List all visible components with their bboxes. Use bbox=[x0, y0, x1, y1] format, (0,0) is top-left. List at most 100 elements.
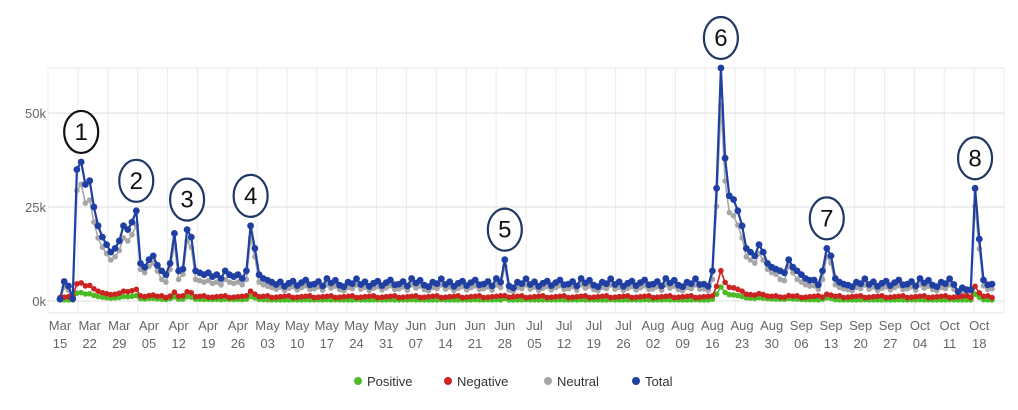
data-point-positive bbox=[370, 297, 377, 303]
data-point-negative bbox=[879, 293, 885, 299]
callout-number: 7 bbox=[820, 205, 833, 232]
data-point-neutral bbox=[434, 285, 440, 292]
data-point-negative bbox=[154, 293, 161, 300]
data-point-positive bbox=[95, 293, 101, 300]
data-point-negative bbox=[908, 294, 915, 301]
data-point-neutral bbox=[349, 285, 356, 292]
data-point-neutral bbox=[192, 276, 199, 283]
x-tick-label: Jun 14 bbox=[435, 318, 456, 351]
data-point-positive bbox=[82, 291, 89, 297]
x-tick-label: Jul 05 bbox=[526, 318, 543, 351]
data-point-negative bbox=[201, 293, 207, 299]
x-tick-label: May 31 bbox=[374, 318, 399, 351]
data-point-negative bbox=[773, 293, 779, 299]
data-point-total bbox=[86, 177, 94, 185]
data-point-positive bbox=[879, 297, 885, 303]
data-point-negative bbox=[667, 293, 673, 299]
data-point-total bbox=[404, 282, 411, 290]
data-point-neutral bbox=[180, 271, 186, 278]
data-point-positive bbox=[247, 293, 254, 300]
data-point-total bbox=[374, 277, 382, 285]
x-tick-label: May 10 bbox=[285, 318, 310, 351]
data-point-negative bbox=[815, 293, 822, 299]
data-point-positive bbox=[133, 292, 140, 299]
data-point-negative bbox=[281, 293, 288, 300]
x-tick-label: Oct 11 bbox=[940, 318, 961, 351]
data-point-negative bbox=[112, 291, 118, 298]
data-point-negative bbox=[569, 294, 576, 301]
legend-marker bbox=[444, 377, 452, 385]
data-point-negative bbox=[226, 294, 233, 301]
data-point-negative bbox=[802, 294, 809, 301]
data-point-total bbox=[111, 245, 119, 252]
data-point-negative bbox=[485, 294, 491, 301]
data-point-total bbox=[980, 276, 987, 284]
data-point-negative bbox=[612, 294, 618, 301]
data-point-total bbox=[823, 245, 831, 252]
data-point-negative bbox=[709, 293, 716, 299]
legend-item-positive: Positive bbox=[354, 374, 413, 389]
data-point-total bbox=[90, 203, 98, 211]
data-point-negative bbox=[264, 293, 271, 299]
x-tick-label: Jul 12 bbox=[556, 318, 573, 351]
data-point-neutral bbox=[442, 286, 449, 292]
x-tick-label: Jul 19 bbox=[585, 318, 602, 351]
callout-number: 2 bbox=[130, 168, 143, 195]
x-tick-label: Sep 27 bbox=[879, 318, 902, 351]
data-point-neutral bbox=[256, 279, 262, 285]
data-point-negative bbox=[379, 294, 385, 301]
data-point-total bbox=[387, 276, 394, 284]
data-point-neutral bbox=[108, 257, 114, 263]
x-tick-label: Sep 20 bbox=[849, 318, 872, 351]
data-point-total bbox=[751, 252, 759, 260]
data-point-total bbox=[988, 280, 996, 288]
data-point-positive bbox=[307, 297, 313, 303]
data-point-negative bbox=[184, 288, 190, 295]
data-point-neutral bbox=[794, 276, 800, 283]
data-point-negative bbox=[298, 293, 305, 300]
data-point-negative bbox=[430, 293, 436, 300]
x-tick-label: May 03 bbox=[255, 318, 280, 351]
data-point-negative bbox=[158, 293, 165, 299]
data-point-positive bbox=[540, 297, 546, 303]
data-point-positive bbox=[726, 291, 733, 298]
data-point-negative bbox=[819, 294, 826, 300]
data-point-positive bbox=[519, 297, 525, 303]
x-tick-label: Aug 02 bbox=[642, 318, 665, 351]
data-point-negative bbox=[633, 294, 639, 301]
data-point-positive bbox=[667, 297, 673, 303]
data-point-total bbox=[628, 277, 636, 285]
data-point-neutral bbox=[141, 269, 148, 276]
data-point-positive bbox=[756, 294, 762, 301]
data-point-negative bbox=[663, 293, 669, 300]
data-point-negative bbox=[146, 292, 152, 299]
callout-circle bbox=[956, 136, 994, 181]
data-point-positive bbox=[722, 289, 728, 296]
data-point-positive bbox=[434, 297, 440, 303]
data-point-neutral bbox=[239, 282, 245, 288]
data-point-negative bbox=[752, 292, 758, 298]
series-total bbox=[56, 64, 996, 303]
x-tick-label: Apr 19 bbox=[198, 318, 219, 351]
data-point-negative bbox=[315, 294, 322, 301]
data-point-negative bbox=[434, 293, 440, 299]
data-point-negative bbox=[307, 293, 313, 299]
data-point-total bbox=[594, 283, 602, 291]
data-point-negative bbox=[171, 289, 178, 296]
data-point-negative bbox=[976, 290, 983, 296]
data-point-positive bbox=[120, 293, 127, 300]
data-point-neutral bbox=[726, 209, 733, 216]
data-point-negative bbox=[328, 293, 334, 299]
data-point-negative bbox=[480, 294, 487, 301]
data-point-negative bbox=[582, 293, 589, 299]
data-point-total bbox=[933, 283, 941, 291]
data-point-negative bbox=[722, 279, 728, 286]
data-point-neutral bbox=[942, 285, 949, 292]
data-point-total bbox=[586, 276, 593, 284]
data-point-negative bbox=[544, 294, 550, 301]
data-point-negative bbox=[273, 294, 279, 301]
data-point-total bbox=[289, 277, 297, 285]
data-point-negative bbox=[862, 294, 868, 301]
data-point-positive bbox=[184, 293, 190, 300]
data-point-negative bbox=[294, 294, 301, 301]
